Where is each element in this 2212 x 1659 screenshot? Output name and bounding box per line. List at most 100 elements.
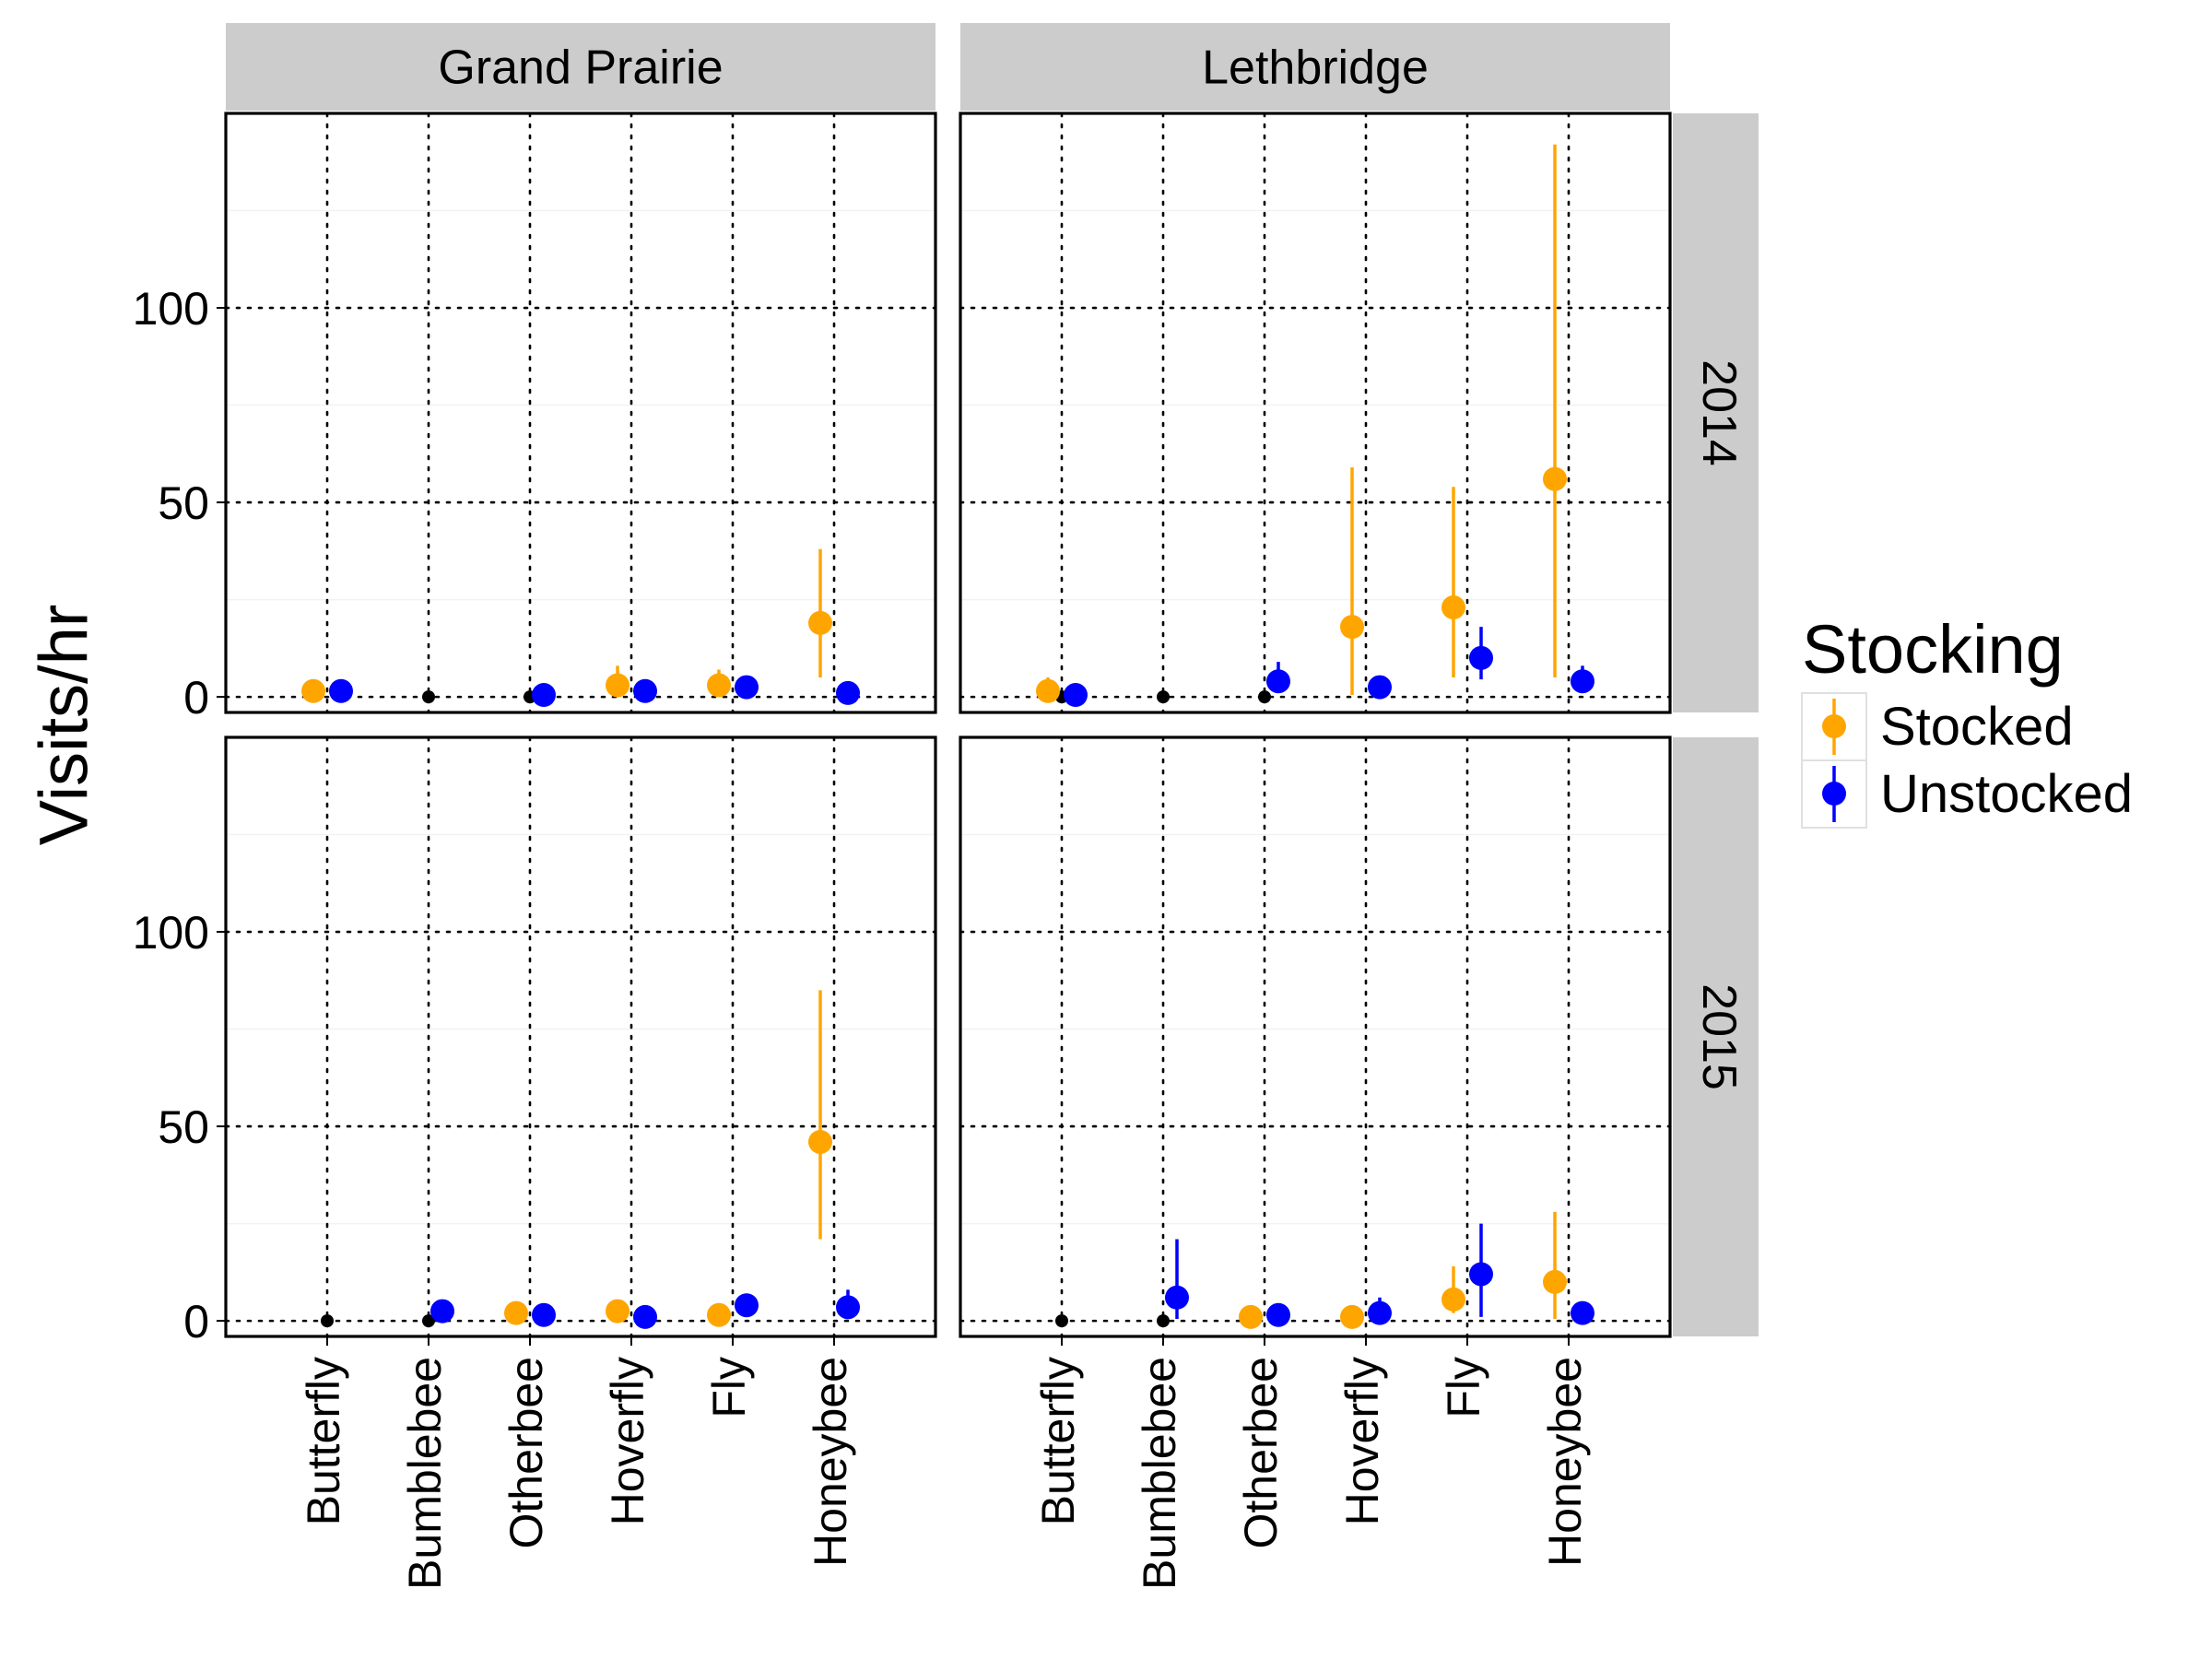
strips-layer: Grand Prairie Lethbridge 2014 2015: [226, 23, 1759, 1336]
strip-2014: 2014: [1673, 113, 1759, 712]
panel-border: [224, 735, 937, 1338]
legend-label: Unstocked: [1880, 764, 2133, 824]
legend-item-stocked: Stocked: [1801, 692, 2074, 761]
pointrange-unstocked-butterfly: [329, 678, 353, 703]
x-tick-label: Hoverfly: [1336, 1357, 1388, 1525]
pointrange-stocked-butterfly: [301, 678, 325, 703]
pointrange-unstocked-otherbee: [1266, 1302, 1290, 1327]
panel-border: [959, 112, 1672, 714]
data-point: [301, 678, 325, 703]
strip-label: Grand Prairie: [438, 41, 723, 95]
zero-marker: [1157, 1314, 1170, 1328]
x-tick-label: Fly: [1438, 1357, 1489, 1418]
pointrange-unstocked-honeybee: [1571, 1300, 1594, 1325]
pointrange-unstocked-fly: [1469, 1223, 1493, 1317]
data-point: [532, 1302, 556, 1327]
data-point: [1543, 466, 1567, 491]
data-point: [707, 673, 731, 698]
pointrange-unstocked-honeybee: [836, 1289, 860, 1320]
data-point: [1368, 675, 1392, 700]
pointrange-unstocked-honeybee: [836, 680, 860, 705]
pointrange-unstocked-fly: [735, 1293, 759, 1318]
data-point: [1543, 1269, 1567, 1294]
x-tick-label: Honeybee: [1539, 1357, 1591, 1567]
data-point: [1064, 683, 1088, 708]
x-tick-label: Bumblebee: [1134, 1357, 1185, 1590]
strip-background: [1673, 737, 1759, 1336]
pointrange-unstocked-bumblebee: [1165, 1239, 1189, 1320]
pointrange-unstocked-hoverfly: [633, 678, 657, 703]
strip-label: 2015: [1692, 983, 1746, 1090]
y-tick-label: 50: [158, 1101, 209, 1153]
y-axis-title: Visits/hr: [26, 605, 102, 846]
pointrange-unstocked-hoverfly: [1368, 1297, 1392, 1325]
pointrange-stocked-honeybee: [808, 548, 832, 678]
data-point: [633, 678, 657, 703]
zero-marker: [1258, 690, 1271, 704]
pointrange-stocked-hoverfly: [606, 1299, 629, 1324]
pointrange-unstocked-bumblebee: [430, 1299, 454, 1324]
zero-marker: [1055, 1314, 1068, 1328]
pointrange-unstocked-otherbee: [532, 1302, 556, 1327]
panel-background: [960, 113, 1670, 712]
strip-background: [226, 23, 935, 111]
legend-title: Stocking: [1802, 611, 2064, 688]
x-tick-label: Otherbee: [1235, 1357, 1287, 1548]
data-point: [633, 1304, 657, 1329]
pointrange-unstocked-hoverfly: [1368, 675, 1392, 700]
data-point: [1036, 678, 1060, 703]
y-tick-label: 100: [133, 283, 209, 335]
x-tick-label: Otherbee: [500, 1357, 552, 1548]
legend: Stocking Stocked Unstocked: [1801, 611, 2133, 829]
data-point: [1571, 669, 1594, 694]
data-point: [532, 683, 556, 708]
x-tick-label: Butterfly: [298, 1357, 349, 1525]
legend-key-point: [1822, 782, 1846, 806]
data-point: [1340, 615, 1364, 640]
data-point: [1441, 595, 1465, 620]
data-point: [1441, 1287, 1465, 1312]
pointrange-unstocked-otherbee: [532, 683, 556, 708]
panels-layer: [224, 112, 1672, 1338]
zero-marker: [422, 1314, 435, 1328]
data-point: [808, 1129, 832, 1154]
x-tick-label: Fly: [703, 1357, 755, 1418]
panel-lethbridge-2015: [959, 735, 1672, 1338]
x-tick-label: Butterfly: [1032, 1357, 1084, 1525]
legend-label: Stocked: [1880, 697, 2074, 757]
strip-2015: 2015: [1673, 737, 1759, 1336]
x-tick-label: Bumblebee: [399, 1357, 451, 1590]
pointrange-stocked-hoverfly: [1340, 1304, 1364, 1329]
pointrange-stocked-butterfly: [1036, 677, 1060, 703]
data-point: [606, 673, 629, 698]
data-point: [1469, 645, 1493, 670]
pointrange-stocked-fly: [707, 669, 731, 698]
panel-lethbridge-2014: [959, 112, 1672, 714]
pointrange-stocked-hoverfly: [1340, 467, 1364, 696]
axes-layer: 0 50 100 0 50 100 Butterfly Bumblebee Otherbee Ho…: [26, 283, 1592, 1590]
pointrange-stocked-hoverfly: [606, 665, 629, 698]
pointrange-stocked-otherbee: [1239, 1304, 1263, 1329]
data-point: [836, 1295, 860, 1320]
pointrange-unstocked-fly: [1469, 627, 1493, 680]
data-point: [504, 1300, 528, 1325]
data-point: [1368, 1300, 1392, 1325]
pointrange-stocked-otherbee: [504, 1300, 528, 1325]
panel-grand-prairie-2015: [224, 735, 937, 1338]
strip-lethbridge: Lethbridge: [960, 23, 1670, 111]
data-point: [1266, 1302, 1290, 1327]
y-tick-label: 0: [183, 1296, 209, 1347]
x-tick-label: Hoverfly: [602, 1357, 653, 1525]
panel-background: [226, 737, 935, 1336]
pointrange-stocked-honeybee: [1543, 144, 1567, 678]
pointrange-stocked-honeybee: [1543, 1211, 1567, 1320]
zero-marker: [422, 690, 435, 704]
panel-grand-prairie-2014: [224, 112, 937, 714]
pointrange-unstocked-hoverfly: [633, 1304, 657, 1329]
data-point: [1165, 1285, 1189, 1310]
x-tick-label: Honeybee: [805, 1357, 856, 1567]
pointrange-stocked-fly: [707, 1302, 731, 1327]
y-tick-label: 100: [133, 907, 209, 959]
y-tick-label: 0: [183, 672, 209, 724]
